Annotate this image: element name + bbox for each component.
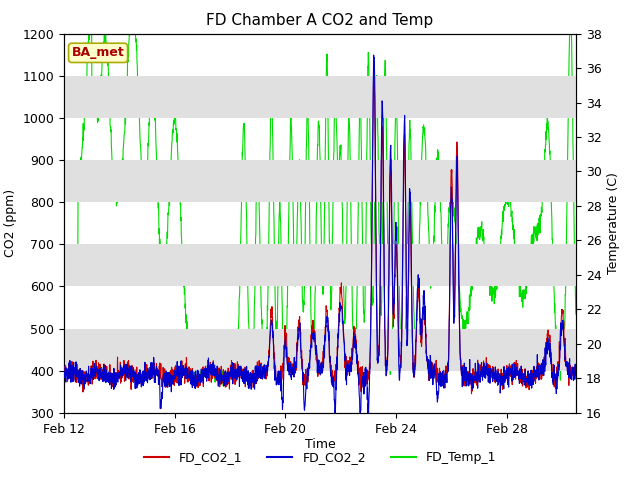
- Bar: [64, 244, 576, 287]
- X-axis label: Time: Time: [305, 438, 335, 451]
- Y-axis label: Temperature (C): Temperature (C): [607, 172, 620, 274]
- Title: FD Chamber A CO2 and Temp: FD Chamber A CO2 and Temp: [206, 13, 434, 28]
- Legend: FD_CO2_1, FD_CO2_2, FD_Temp_1: FD_CO2_1, FD_CO2_2, FD_Temp_1: [139, 446, 501, 469]
- Y-axis label: CO2 (ppm): CO2 (ppm): [4, 189, 17, 257]
- Bar: [64, 76, 576, 118]
- Bar: [64, 160, 576, 202]
- Text: BA_met: BA_met: [72, 47, 124, 60]
- Bar: [64, 328, 576, 371]
